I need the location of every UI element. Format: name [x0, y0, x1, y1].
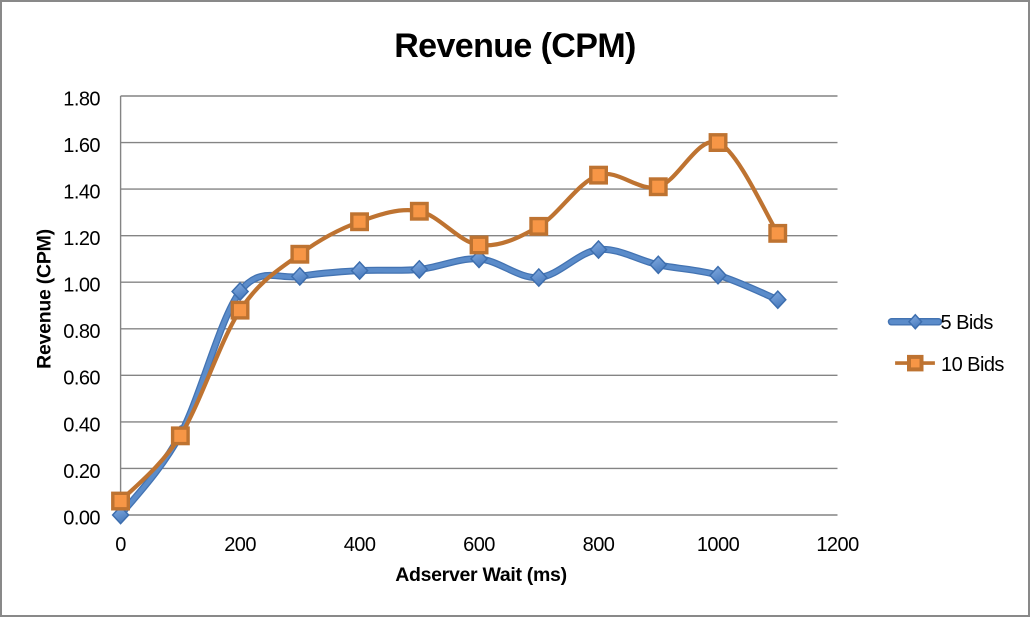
svg-text:0.40: 0.40: [63, 414, 100, 436]
svg-text:5 Bids: 5 Bids: [941, 312, 994, 334]
svg-text:10 Bids: 10 Bids: [941, 354, 1004, 376]
svg-text:1.80: 1.80: [63, 88, 100, 110]
svg-text:1000: 1000: [697, 534, 740, 556]
svg-text:Revenue (CPM): Revenue (CPM): [34, 229, 56, 369]
svg-text:1.40: 1.40: [63, 182, 100, 204]
svg-text:0: 0: [115, 534, 126, 556]
svg-text:0.60: 0.60: [63, 368, 100, 390]
svg-text:1200: 1200: [816, 534, 859, 556]
svg-text:1.00: 1.00: [63, 275, 100, 297]
svg-text:Adserver Wait (ms): Adserver Wait (ms): [395, 564, 567, 586]
svg-text:200: 200: [224, 534, 256, 556]
svg-text:400: 400: [344, 534, 376, 556]
svg-text:600: 600: [463, 534, 495, 556]
svg-text:0.20: 0.20: [63, 461, 100, 483]
svg-text:Revenue (CPM): Revenue (CPM): [394, 27, 636, 65]
svg-text:0.00: 0.00: [63, 507, 100, 529]
svg-text:800: 800: [583, 534, 615, 556]
svg-text:1.20: 1.20: [63, 228, 100, 250]
svg-text:1.60: 1.60: [63, 135, 100, 157]
svg-text:0.80: 0.80: [63, 321, 100, 343]
